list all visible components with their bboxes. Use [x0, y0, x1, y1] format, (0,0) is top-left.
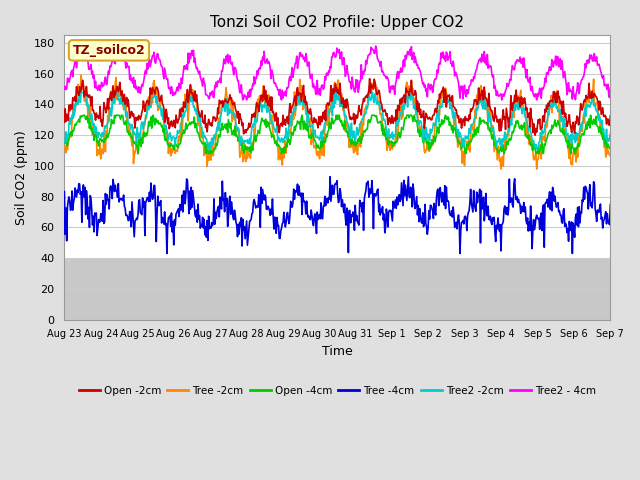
Title: Tonzi Soil CO2 Profile: Upper CO2: Tonzi Soil CO2 Profile: Upper CO2: [211, 15, 465, 30]
Y-axis label: Soil CO2 (ppm): Soil CO2 (ppm): [15, 130, 28, 225]
Text: TZ_soilco2: TZ_soilco2: [72, 44, 145, 57]
Legend: Open -2cm, Tree -2cm, Open -4cm, Tree -4cm, Tree2 -2cm, Tree2 - 4cm: Open -2cm, Tree -2cm, Open -4cm, Tree -4…: [75, 382, 600, 400]
Bar: [65, 258, 611, 320]
X-axis label: Time: Time: [322, 345, 353, 358]
